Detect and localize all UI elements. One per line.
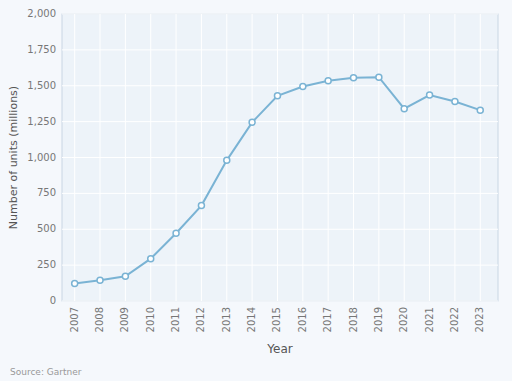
grid-line <box>62 121 498 122</box>
tick-label: 2009 <box>119 307 130 332</box>
tick-label: 2017 <box>322 307 333 332</box>
grid-line <box>429 14 430 301</box>
grid-line <box>480 14 481 301</box>
grid-line <box>62 49 498 50</box>
series <box>72 74 484 286</box>
grid-line <box>353 14 354 301</box>
tick-label: 2013 <box>221 307 232 332</box>
tick-label: 2014 <box>246 307 257 332</box>
point <box>477 107 483 113</box>
tick-label: 1,000 <box>27 152 56 163</box>
point <box>122 273 128 279</box>
point <box>401 106 407 112</box>
grid-line <box>454 14 455 301</box>
grid-line <box>328 14 329 301</box>
chart: 0 250 500 750 1,000 1,250 1,500 1,750 2,000 2007 2… <box>0 0 512 381</box>
point <box>300 83 306 89</box>
point <box>224 157 230 163</box>
grid-line <box>252 14 253 301</box>
tick-label: 2021 <box>424 307 435 332</box>
x-axis-label: Year <box>266 342 292 356</box>
axes: 0 250 500 750 1,000 1,250 1,500 1,750 2,000 2007 2… <box>27 8 485 332</box>
point <box>173 230 179 236</box>
tick-label: 500 <box>37 223 56 234</box>
tick-label: 2016 <box>297 307 308 332</box>
tick-label: 2022 <box>449 307 460 332</box>
point <box>274 93 280 99</box>
tick-label: 2,000 <box>27 8 56 19</box>
grid-line <box>125 14 126 301</box>
grid-line <box>176 14 177 301</box>
grid-line <box>302 14 303 301</box>
point <box>249 119 255 125</box>
tick-label: 2007 <box>69 307 80 332</box>
grid-line <box>100 14 101 301</box>
tick-label: 0 <box>50 295 56 306</box>
grid-line <box>277 14 278 301</box>
point <box>427 92 433 98</box>
tick-label: 250 <box>37 259 56 270</box>
tick-label: 1,250 <box>27 116 56 127</box>
tick-label: 1,750 <box>27 44 56 55</box>
y-axis-label: Number of units (millions) <box>7 86 20 229</box>
point <box>148 256 154 262</box>
tick-label: 2015 <box>271 307 282 332</box>
tick-label: 1,500 <box>27 80 56 91</box>
line <box>75 77 481 283</box>
grid-line <box>378 14 379 301</box>
point <box>325 78 331 84</box>
grid-line <box>62 157 498 158</box>
grid-line <box>201 14 202 301</box>
tick-label: 2008 <box>94 307 105 332</box>
chart-container: 0 250 500 750 1,000 1,250 1,500 1,750 2,000 2007 2… <box>0 0 512 381</box>
annotation: Source: Gartner <box>10 367 82 377</box>
grid-line <box>62 301 498 302</box>
tick-label: 2018 <box>348 307 359 332</box>
grid <box>62 14 498 301</box>
grid-line <box>74 14 75 301</box>
tick-label: 2019 <box>373 307 384 332</box>
grid-line <box>62 193 498 194</box>
grid-line <box>404 14 405 301</box>
tick-label: 2010 <box>145 307 156 332</box>
plot-frame <box>62 14 498 301</box>
point <box>376 74 382 80</box>
point <box>452 99 458 105</box>
tick-label: 2011 <box>170 307 181 332</box>
tick-label: 750 <box>37 187 56 198</box>
tick-label: 2020 <box>398 307 409 332</box>
grid-line <box>62 229 498 230</box>
point <box>97 277 103 283</box>
point <box>198 203 204 209</box>
grid-line <box>62 265 498 266</box>
point <box>72 280 78 286</box>
tick-label: 2012 <box>195 307 206 332</box>
grid-line <box>62 85 498 86</box>
grid-line <box>62 14 498 15</box>
point <box>351 75 357 81</box>
tick-label: 2023 <box>474 307 485 332</box>
